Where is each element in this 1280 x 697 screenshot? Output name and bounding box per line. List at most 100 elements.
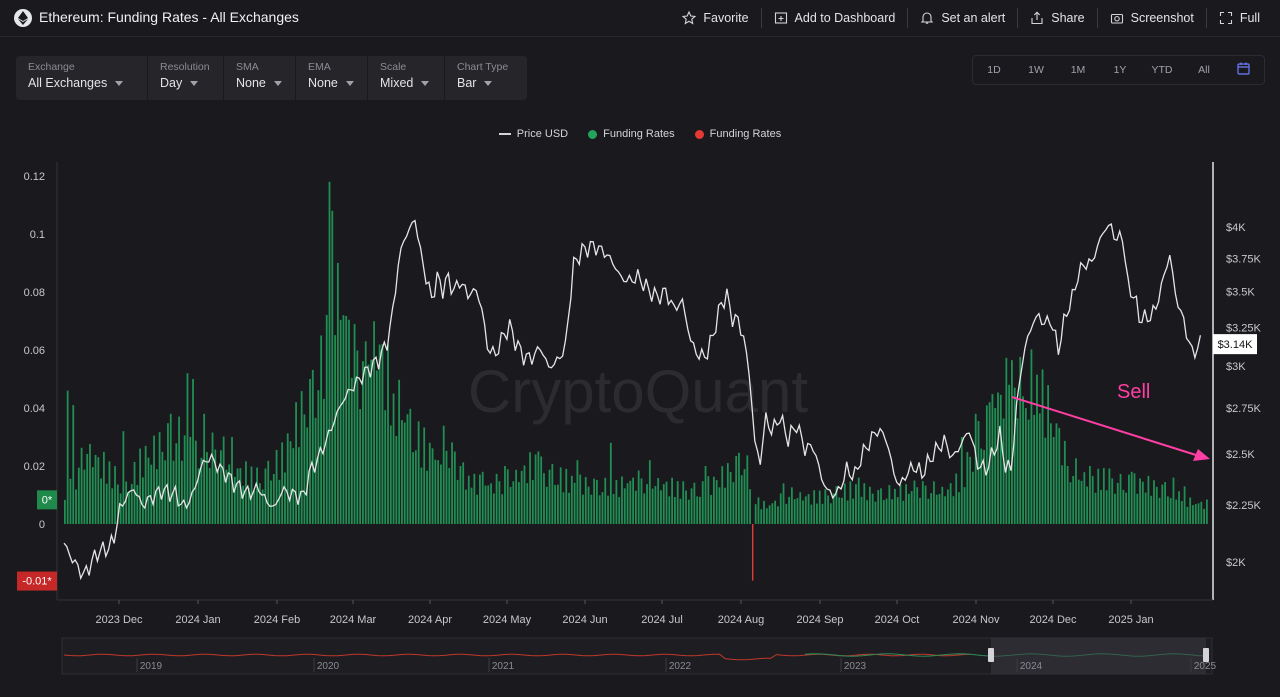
funding-bar (802, 500, 804, 524)
funding-bar (94, 454, 97, 524)
funding-bar (155, 469, 158, 524)
funding-bar (501, 494, 504, 524)
funding-bar (492, 493, 495, 524)
range-1m-button[interactable]: 1M (1070, 64, 1086, 76)
funding-bar (824, 489, 827, 524)
funding-bar (1038, 413, 1041, 524)
funding-bar (348, 319, 350, 524)
funding-bar (392, 393, 395, 524)
funding-bar (855, 484, 857, 524)
funding-bar (83, 469, 86, 524)
chevron-down-icon (190, 80, 199, 86)
range-all-button[interactable]: All (1198, 64, 1210, 76)
funding-bar (323, 398, 325, 524)
funding-bar (660, 490, 662, 524)
chart-type-value: Bar (457, 76, 477, 90)
funding-bar (1002, 418, 1005, 524)
resolution-label: Resolution (160, 61, 210, 73)
range-1y-button[interactable]: 1Y (1113, 64, 1127, 76)
funding-bar (554, 485, 557, 524)
ema-select[interactable]: EMA None (296, 56, 368, 100)
funding-bar (559, 467, 562, 524)
funding-bar (451, 442, 453, 524)
legend-funding-positive[interactable]: Funding Rates (588, 128, 675, 140)
funding-bar (498, 481, 501, 524)
funding-bar (1136, 493, 1139, 524)
exchange-select[interactable]: Exchange All Exchanges (16, 56, 148, 100)
funding-bar (729, 471, 732, 524)
funding-bar (520, 470, 523, 524)
funding-bar (1130, 471, 1133, 524)
scale-select[interactable]: Scale Mixed (368, 56, 445, 100)
funding-bar (1194, 504, 1197, 524)
funding-bar (782, 483, 785, 524)
add-to-dashboard-button[interactable]: Add to Dashboard (760, 8, 908, 28)
funding-bar (147, 457, 150, 524)
sell-arrow-line (1011, 396, 1197, 456)
right-badge-bg (1213, 334, 1257, 355)
chevron-down-icon (421, 80, 430, 86)
funding-bar (598, 495, 601, 524)
funding-bar (946, 489, 949, 524)
funding-bar (504, 466, 506, 524)
funding-bar (743, 469, 746, 524)
funding-bar (1005, 357, 1008, 524)
chart-legend: Price USD Funding Rates Funding Rates (0, 128, 1280, 140)
set-alert-button[interactable]: Set an alert (907, 8, 1017, 28)
legend-price[interactable]: Price USD (498, 128, 568, 140)
funding-bar (1016, 418, 1019, 524)
funding-bar (874, 501, 877, 524)
funding-bar (153, 435, 155, 524)
overview-handle-left (988, 648, 994, 662)
funding-bar (921, 481, 924, 524)
funding-bar (902, 500, 905, 524)
funding-bar (537, 451, 540, 524)
screenshot-button[interactable]: Screenshot (1096, 8, 1206, 28)
funding-bar (414, 450, 417, 524)
y-left-tick-label: 0.04 (24, 403, 45, 415)
share-button[interactable]: Share (1017, 8, 1096, 28)
y-left-tick-label: 0 (39, 519, 45, 531)
y-left-tick-label: 0.06 (24, 345, 45, 357)
funding-bar (1108, 468, 1111, 524)
funding-bar (272, 474, 275, 524)
funding-bar (835, 486, 838, 524)
range-1d-button[interactable]: 1D (987, 64, 1001, 76)
funding-bar (938, 493, 941, 524)
funding-bar (601, 492, 604, 524)
funding-bar (882, 500, 885, 524)
overview-year-label: 2019 (140, 661, 163, 672)
y-right-tick-label: $3K (1226, 361, 1246, 373)
calendar-button[interactable] (1225, 62, 1261, 78)
funding-bar (1077, 479, 1080, 524)
y-left-tick-label: 0.1 (30, 229, 45, 241)
funding-bar (1147, 475, 1150, 524)
funding-bar (629, 480, 632, 524)
funding-bar (456, 479, 459, 524)
funding-bar (200, 457, 203, 524)
funding-bar (417, 421, 420, 524)
funding-bar (899, 484, 902, 524)
chart-type-select[interactable]: Chart Type Bar (445, 56, 527, 100)
funding-bar (749, 489, 751, 524)
funding-bar (1055, 423, 1058, 524)
fullscreen-button[interactable]: Full (1205, 8, 1272, 28)
funding-bar (1128, 474, 1130, 524)
funding-bar (584, 477, 587, 524)
funding-bar (1019, 356, 1022, 524)
sma-label: SMA (236, 61, 259, 73)
resolution-select[interactable]: Resolution Day (148, 56, 224, 100)
range-ytd-button[interactable]: YTD (1151, 64, 1173, 76)
sma-select[interactable]: SMA None (224, 56, 296, 100)
range-1w-button[interactable]: 1W (1028, 64, 1044, 76)
funding-bar (370, 359, 373, 524)
favorite-button[interactable]: Favorite (670, 8, 760, 28)
funding-bar (643, 493, 646, 524)
funding-bar (573, 482, 576, 524)
legend-funding-negative[interactable]: Funding Rates (694, 128, 781, 140)
legend-line-swatch (498, 133, 511, 135)
funding-bar (1094, 492, 1097, 524)
funding-bar (593, 478, 596, 524)
set-alert-label: Set an alert (941, 11, 1006, 25)
funding-bar (860, 496, 863, 524)
